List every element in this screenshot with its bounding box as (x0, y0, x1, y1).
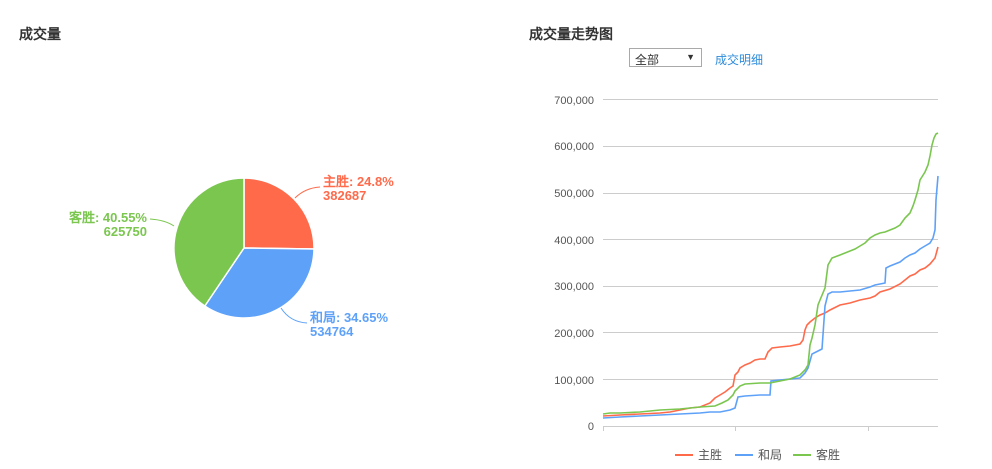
pie-label-home-value: 382687 (323, 188, 366, 203)
y-tick-400000: 400,000 (554, 235, 594, 247)
pie-leader-away (149, 218, 175, 227)
series-line-draw[interactable] (602, 175, 939, 419)
pie-label-draw-value: 534764 (310, 324, 354, 339)
legend-label-home-win: 主胜 (698, 447, 722, 462)
y-tick-200000: 200,000 (554, 328, 594, 340)
pie-slice-draw[interactable] (203, 247, 315, 319)
y-tick-600000: 600,000 (554, 141, 594, 153)
y-tick-100000: 100,000 (554, 375, 594, 387)
filter-select-value: 全部 (635, 53, 660, 67)
pie-label-away-value: 625750 (104, 224, 147, 239)
series-line-away-win[interactable] (602, 132, 939, 415)
volume-trend-panel-title: 成交量走势图 (529, 26, 613, 42)
y-axis-labels: 0 100,000 200,000 300,000 400,000 500,00… (554, 95, 594, 433)
pie-slice-home-win[interactable] (243, 177, 315, 250)
volume-panel-title: 成交量 (19, 26, 61, 42)
filter-select[interactable]: 全部 ▼ (629, 48, 702, 67)
gridlines (603, 99, 938, 431)
y-tick-500000: 500,000 (554, 188, 594, 200)
legend-item-home-win[interactable]: 主胜 (675, 447, 722, 462)
pie-slice-away-win[interactable] (173, 177, 245, 308)
pie-label-home-pct: 主胜: 24.8% (323, 174, 394, 189)
y-tick-0: 0 (588, 421, 594, 433)
legend-label-draw: 和局 (758, 448, 782, 462)
legend-label-away-win: 客胜 (816, 447, 840, 462)
line-chart: 0 100,000 200,000 300,000 400,000 500,00… (554, 95, 939, 462)
dropdown-arrow-icon: ▼ (686, 52, 695, 62)
legend-item-away-win[interactable]: 客胜 (793, 447, 840, 462)
pie-label-draw-pct: 和局: 34.65% (310, 310, 388, 325)
pie-label-away-pct: 客胜: 40.55% (69, 210, 147, 225)
pie-leader-home (294, 186, 321, 199)
y-tick-700000: 700,000 (554, 95, 594, 107)
legend-item-draw[interactable]: 和局 (735, 448, 782, 462)
chart-legend: 主胜 和局 客胜 (675, 447, 840, 462)
y-tick-300000: 300,000 (554, 281, 594, 293)
series-line-home-win[interactable] (602, 246, 939, 417)
pie-chart: 主胜: 24.8% 382687 和局: 34.65% 534764 客胜: 4… (69, 174, 394, 339)
pie-leader-draw (280, 307, 308, 324)
trade-detail-link[interactable]: 成交明细 (715, 53, 764, 67)
